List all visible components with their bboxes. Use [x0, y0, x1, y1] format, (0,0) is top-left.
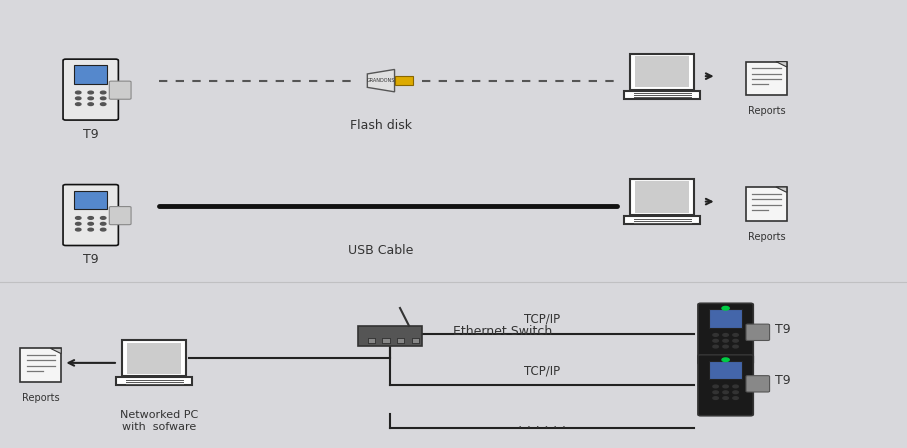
- Circle shape: [733, 385, 738, 388]
- Text: GRANDONS: GRANDONS: [366, 78, 395, 83]
- Text: T9: T9: [83, 253, 99, 266]
- Circle shape: [723, 397, 728, 400]
- Circle shape: [88, 216, 93, 219]
- FancyBboxPatch shape: [109, 81, 131, 99]
- Bar: [20, 349, 61, 382]
- Circle shape: [723, 345, 728, 348]
- Circle shape: [101, 103, 106, 105]
- Circle shape: [723, 334, 728, 336]
- Text: T9: T9: [83, 128, 99, 141]
- Bar: [358, 326, 422, 346]
- Polygon shape: [51, 349, 61, 354]
- Circle shape: [713, 397, 718, 400]
- Text: Reports: Reports: [22, 393, 60, 403]
- Circle shape: [75, 228, 81, 231]
- Circle shape: [713, 391, 718, 394]
- Bar: [74, 65, 107, 84]
- Text: Reports: Reports: [747, 232, 785, 242]
- Text: USB Cable: USB Cable: [348, 244, 414, 257]
- Bar: [383, 338, 390, 343]
- Circle shape: [88, 91, 93, 94]
- Circle shape: [723, 340, 728, 342]
- Circle shape: [101, 97, 106, 99]
- Circle shape: [713, 340, 718, 342]
- Text: Reports: Reports: [747, 107, 785, 116]
- Text: · · · · · ·: · · · · · ·: [518, 421, 566, 435]
- Text: TCP/IP: TCP/IP: [524, 364, 560, 377]
- Circle shape: [75, 103, 81, 105]
- Bar: [122, 340, 186, 376]
- Bar: [624, 216, 700, 224]
- Bar: [397, 338, 405, 343]
- Bar: [624, 90, 700, 99]
- Bar: [709, 361, 742, 379]
- Circle shape: [88, 223, 93, 225]
- Circle shape: [101, 216, 106, 219]
- Bar: [635, 56, 689, 87]
- FancyBboxPatch shape: [63, 185, 118, 246]
- Text: TCP/IP: TCP/IP: [524, 313, 560, 326]
- Circle shape: [733, 334, 738, 336]
- Polygon shape: [775, 61, 786, 67]
- Polygon shape: [367, 69, 395, 92]
- Bar: [630, 179, 694, 215]
- Bar: [395, 76, 413, 85]
- Circle shape: [101, 223, 106, 225]
- Bar: [116, 377, 192, 385]
- Text: T9: T9: [775, 323, 791, 336]
- Circle shape: [723, 385, 728, 388]
- Circle shape: [713, 345, 718, 348]
- Text: T9: T9: [775, 374, 791, 388]
- FancyBboxPatch shape: [698, 355, 753, 416]
- Bar: [127, 343, 181, 374]
- Circle shape: [75, 91, 81, 94]
- Circle shape: [75, 216, 81, 219]
- Circle shape: [722, 358, 729, 362]
- Circle shape: [733, 340, 738, 342]
- Circle shape: [733, 345, 738, 348]
- FancyBboxPatch shape: [698, 303, 753, 364]
- Circle shape: [733, 397, 738, 400]
- Circle shape: [713, 334, 718, 336]
- FancyBboxPatch shape: [109, 207, 131, 224]
- Circle shape: [713, 385, 718, 388]
- Circle shape: [723, 391, 728, 394]
- Circle shape: [722, 306, 729, 310]
- Bar: [74, 190, 107, 209]
- FancyBboxPatch shape: [746, 324, 769, 340]
- Bar: [367, 338, 375, 343]
- FancyBboxPatch shape: [63, 59, 118, 120]
- Bar: [746, 187, 787, 221]
- Polygon shape: [775, 187, 786, 193]
- Circle shape: [88, 97, 93, 99]
- Circle shape: [75, 97, 81, 99]
- Circle shape: [75, 223, 81, 225]
- Bar: [630, 54, 694, 90]
- Text: Ethernet Switch: Ethernet Switch: [454, 325, 552, 338]
- Bar: [746, 61, 787, 95]
- Text: Networked PC
with  sofware: Networked PC with sofware: [120, 410, 198, 431]
- Circle shape: [101, 228, 106, 231]
- Circle shape: [88, 103, 93, 105]
- Circle shape: [733, 391, 738, 394]
- Circle shape: [88, 228, 93, 231]
- Bar: [709, 309, 742, 328]
- Text: Flash disk: Flash disk: [350, 119, 412, 132]
- Bar: [412, 338, 419, 343]
- Circle shape: [101, 91, 106, 94]
- FancyBboxPatch shape: [746, 375, 769, 392]
- Bar: [635, 181, 689, 213]
